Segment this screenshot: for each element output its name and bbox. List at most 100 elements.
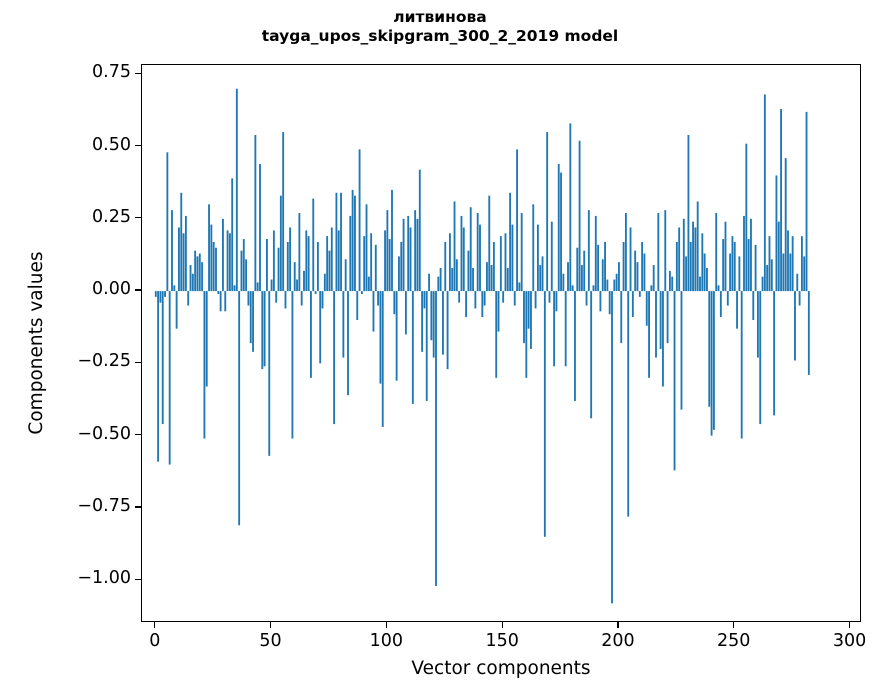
bar xyxy=(706,267,708,292)
bar xyxy=(696,201,699,292)
bar xyxy=(798,291,801,306)
bar xyxy=(358,149,361,292)
bar xyxy=(249,291,252,344)
bar xyxy=(442,291,444,355)
y-tick-label: −0.25 xyxy=(77,351,131,372)
bar xyxy=(411,291,414,404)
bar xyxy=(794,291,796,361)
bar xyxy=(481,291,484,318)
bar xyxy=(252,291,254,352)
bar xyxy=(662,291,664,387)
bar xyxy=(351,189,354,292)
bar xyxy=(175,291,178,329)
bar xyxy=(293,262,296,292)
bar xyxy=(761,276,764,292)
y-tick-mark xyxy=(135,361,141,363)
bar xyxy=(608,291,611,315)
bar xyxy=(719,291,722,318)
bar xyxy=(270,279,273,292)
bar xyxy=(296,279,298,292)
x-tick-label: 150 xyxy=(485,631,519,651)
bar xyxy=(307,236,310,292)
bar xyxy=(224,291,227,312)
bar xyxy=(462,227,465,292)
bar xyxy=(430,291,433,341)
bar xyxy=(777,221,780,292)
bar xyxy=(587,210,590,292)
bar xyxy=(189,265,192,292)
bar xyxy=(594,215,597,292)
bar xyxy=(629,227,632,292)
bar xyxy=(585,291,588,306)
bar xyxy=(356,291,359,321)
bar xyxy=(483,291,486,306)
y-tick-label: −1.00 xyxy=(77,568,131,589)
bar xyxy=(740,291,743,439)
bar xyxy=(638,291,641,297)
y-tick-mark xyxy=(135,72,141,74)
bar xyxy=(476,213,479,292)
bar xyxy=(205,291,208,387)
bar xyxy=(198,253,201,292)
bar xyxy=(536,224,539,292)
chart-title-line-1: литвинова xyxy=(393,8,487,26)
bar xyxy=(164,291,166,297)
bar xyxy=(157,291,160,462)
bar xyxy=(335,192,338,292)
bar xyxy=(379,291,382,384)
bar xyxy=(689,241,692,292)
bar xyxy=(502,291,505,303)
bar xyxy=(247,291,250,306)
bar xyxy=(557,163,560,292)
bar xyxy=(499,236,502,292)
bar xyxy=(393,291,396,315)
bar xyxy=(266,239,268,292)
bar xyxy=(279,195,282,292)
x-tick-mark xyxy=(617,622,619,628)
bar xyxy=(367,276,370,292)
bar xyxy=(495,291,498,378)
bar xyxy=(766,265,769,292)
bar xyxy=(694,227,697,292)
bar xyxy=(780,108,782,292)
bar xyxy=(316,241,319,292)
bar xyxy=(715,213,718,292)
bar xyxy=(599,291,602,312)
bar xyxy=(312,198,315,292)
bar xyxy=(398,256,400,292)
x-tick-label: 200 xyxy=(601,631,635,651)
bar xyxy=(154,291,157,297)
bar xyxy=(219,291,222,312)
x-tick-mark xyxy=(269,622,272,628)
bar xyxy=(800,236,803,292)
bar xyxy=(453,201,456,292)
bar xyxy=(539,265,542,292)
bar xyxy=(722,239,725,292)
bar xyxy=(439,267,442,292)
bar xyxy=(763,94,766,292)
bar xyxy=(238,291,241,526)
y-tick-mark xyxy=(135,144,141,147)
bar xyxy=(178,227,180,292)
bar xyxy=(789,253,792,292)
bar xyxy=(645,291,648,326)
x-tick-label: 300 xyxy=(832,631,867,651)
bar xyxy=(384,230,386,292)
bar xyxy=(217,291,220,294)
bar xyxy=(465,291,468,318)
bar xyxy=(733,241,736,292)
bar xyxy=(488,195,491,292)
bar xyxy=(768,236,771,292)
bar xyxy=(469,207,472,292)
bar xyxy=(571,285,574,292)
bar xyxy=(370,233,373,292)
bar xyxy=(580,265,583,292)
bar xyxy=(513,291,516,306)
bar xyxy=(574,291,576,401)
bar xyxy=(754,244,757,292)
bar xyxy=(233,285,236,292)
bar xyxy=(161,291,164,425)
bar xyxy=(349,215,352,292)
bar xyxy=(328,250,331,292)
bar xyxy=(541,256,544,292)
